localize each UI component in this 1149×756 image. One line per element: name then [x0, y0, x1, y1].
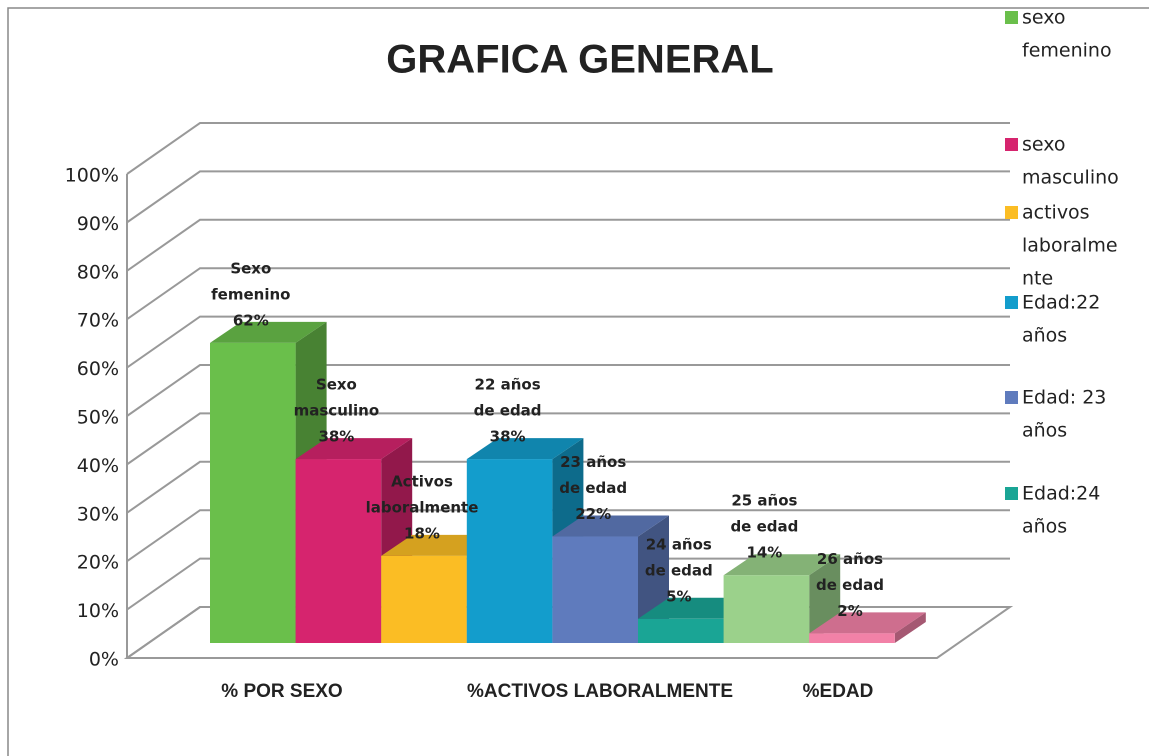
- data-label: 25 años: [731, 492, 797, 510]
- x-tick-label: %ACTIVOS LABORALMENTE: [467, 681, 733, 702]
- y-tick-label: 20%: [77, 552, 119, 574]
- x-tick-label: % POR SEXO: [221, 681, 342, 702]
- data-label: de edad: [559, 479, 627, 497]
- data-label: Sexo: [230, 259, 271, 277]
- legend-swatch: [1005, 487, 1018, 500]
- y-tick-label: 50%: [77, 407, 119, 429]
- legend-swatch: [1005, 206, 1018, 219]
- bar-top: [723, 554, 841, 576]
- legend-label: femenino: [1022, 40, 1112, 62]
- chart-border: [7, 7, 1149, 756]
- y-tick-label: 10%: [77, 600, 119, 622]
- data-label: 2%: [837, 602, 862, 620]
- legend-label: Edad:24: [1022, 483, 1100, 505]
- data-label: femenino: [211, 285, 290, 303]
- data-label: 24 años: [646, 535, 712, 553]
- bar-top: [809, 612, 926, 634]
- legend-label: años: [1022, 325, 1067, 347]
- data-label: de edad: [730, 518, 798, 536]
- bar: [809, 633, 895, 643]
- bar-top: [295, 438, 413, 460]
- data-label: 18%: [404, 524, 440, 542]
- bar-side: [894, 612, 926, 643]
- data-label: masculino: [294, 402, 380, 420]
- data-label: 22%: [575, 505, 611, 523]
- data-label: 26 años: [817, 550, 883, 568]
- legend-label: activos: [1022, 202, 1090, 224]
- data-label: laboralmente: [366, 498, 479, 516]
- bar: [381, 555, 467, 643]
- grid-line: [126, 170, 1010, 224]
- data-label: Activos: [391, 472, 453, 490]
- data-label: 62%: [233, 311, 269, 329]
- bar: [210, 342, 296, 643]
- data-label: 38%: [318, 428, 354, 446]
- y-tick-label: 0%: [89, 649, 119, 671]
- data-label: 23 años: [560, 453, 626, 471]
- y-tick-label: 30%: [77, 503, 119, 525]
- grid-line: [126, 315, 1010, 369]
- data-label: 38%: [490, 428, 526, 446]
- legend-swatch: [1005, 11, 1018, 24]
- data-label: 14%: [746, 544, 782, 562]
- legend-label: laboralme: [1022, 235, 1118, 257]
- data-label: de edad: [645, 561, 713, 579]
- bar-top: [552, 515, 669, 537]
- grid-line: [126, 218, 1010, 272]
- bar: [552, 536, 638, 643]
- bar-top: [210, 321, 327, 343]
- grid-line: [126, 267, 1010, 321]
- data-label: 22 años: [475, 376, 541, 394]
- legend-swatch: [1005, 391, 1018, 404]
- grid-line: [126, 460, 1010, 514]
- data-label: de edad: [474, 402, 542, 420]
- bar: [295, 459, 382, 643]
- data-label: Sexo: [316, 376, 357, 394]
- data-label: de edad: [816, 576, 884, 594]
- legend-swatch: [1005, 296, 1018, 309]
- y-tick-label: 100%: [65, 165, 119, 187]
- legend-label: Edad: 23: [1022, 387, 1106, 409]
- grid-line: [126, 412, 1010, 466]
- legend-label: Edad:22: [1022, 292, 1100, 314]
- grid-line: [126, 557, 1010, 611]
- grid-line: [126, 122, 1010, 175]
- legend-label: masculino: [1022, 167, 1119, 189]
- chart-title: GRAFICA GENERAL: [386, 38, 773, 82]
- bar: [466, 459, 553, 643]
- bar: [723, 575, 810, 643]
- x-tick-label: %EDAD: [803, 681, 874, 702]
- data-label: 5%: [666, 587, 691, 605]
- y-tick-label: 90%: [77, 213, 119, 235]
- bar: [638, 618, 724, 643]
- y-tick-label: 80%: [77, 261, 119, 283]
- legend-label: años: [1022, 516, 1067, 538]
- y-tick-label: 70%: [77, 310, 119, 332]
- legend-label: sexo: [1022, 7, 1066, 29]
- y-tick-label: 60%: [77, 358, 119, 380]
- grid-line: [126, 509, 1010, 563]
- legend-label: sexo: [1022, 134, 1066, 156]
- grid-line: [126, 364, 1010, 417]
- legend-swatch: [1005, 138, 1018, 151]
- bar-top: [466, 438, 584, 460]
- legend-label: nte: [1022, 268, 1053, 290]
- y-tick-label: 40%: [77, 455, 119, 477]
- legend-label: años: [1022, 420, 1067, 442]
